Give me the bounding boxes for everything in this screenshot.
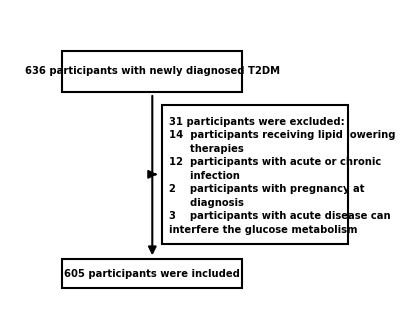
Text: 2    participants with pregnancy at: 2 participants with pregnancy at bbox=[169, 184, 365, 194]
Text: infection: infection bbox=[169, 171, 240, 181]
Text: 14  participants receiving lipid lowering: 14 participants receiving lipid lowering bbox=[169, 130, 396, 140]
Text: diagnosis: diagnosis bbox=[169, 198, 244, 208]
Text: 12  participants with acute or chronic: 12 participants with acute or chronic bbox=[169, 157, 382, 167]
Bar bbox=[62, 51, 242, 92]
Text: 3    participants with acute disease can: 3 participants with acute disease can bbox=[169, 211, 391, 221]
Bar bbox=[62, 259, 242, 288]
Text: interfere the glucose metabolism: interfere the glucose metabolism bbox=[169, 224, 358, 234]
Text: 636 participants with newly diagnosed T2DM: 636 participants with newly diagnosed T2… bbox=[25, 66, 280, 76]
Text: 31 participants were excluded:: 31 participants were excluded: bbox=[169, 117, 345, 127]
Text: 605 participants were included: 605 participants were included bbox=[64, 269, 240, 279]
Text: therapies: therapies bbox=[169, 144, 244, 154]
Bar bbox=[162, 105, 348, 244]
